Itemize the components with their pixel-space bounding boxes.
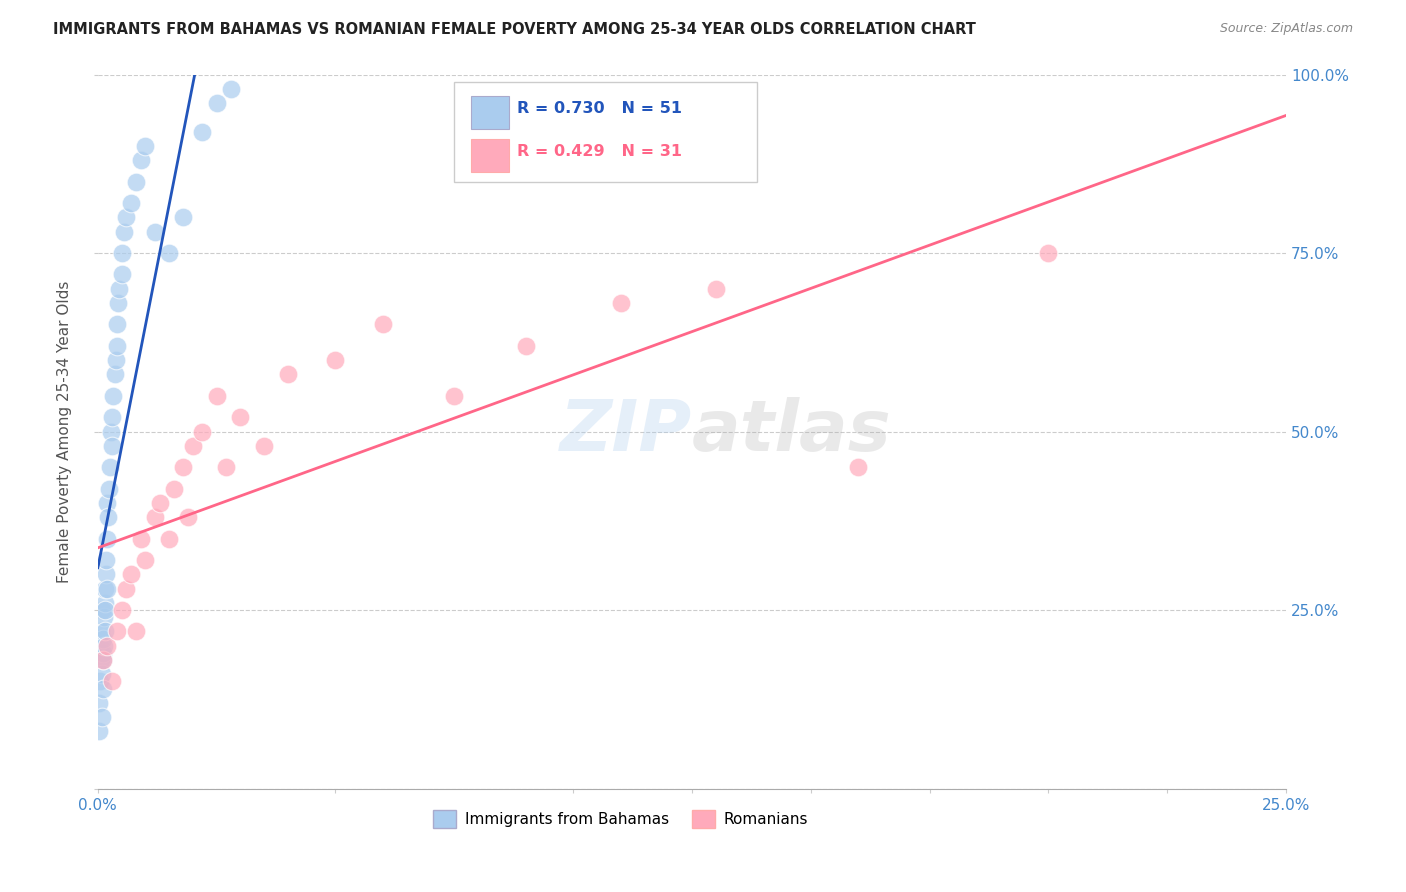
Point — [103, 368, 125, 382]
Point — [90, 653, 112, 667]
Point — [105, 624, 128, 639]
Point — [104, 353, 127, 368]
Point — [149, 496, 172, 510]
Point — [96, 582, 118, 596]
Point — [129, 532, 152, 546]
Point — [229, 410, 252, 425]
Point — [100, 425, 122, 439]
Point — [91, 667, 114, 681]
Point — [253, 439, 276, 453]
Point — [96, 639, 118, 653]
Text: Source: ZipAtlas.com: Source: ZipAtlas.com — [1219, 22, 1353, 36]
Legend: Immigrants from Bahamas, Romanians: Immigrants from Bahamas, Romanians — [426, 804, 814, 834]
Point — [105, 318, 128, 332]
Point — [111, 246, 134, 260]
Point — [90, 624, 112, 639]
Text: ZIP: ZIP — [560, 397, 692, 466]
Point — [107, 296, 129, 310]
Point — [177, 510, 200, 524]
Point — [443, 389, 465, 403]
Point — [101, 439, 124, 453]
Point — [157, 246, 180, 260]
Point — [181, 439, 204, 453]
Point — [91, 646, 114, 660]
Point — [134, 139, 156, 153]
Point — [91, 632, 114, 646]
Point — [125, 624, 148, 639]
Point — [115, 582, 138, 596]
Point — [143, 225, 166, 239]
Point — [205, 389, 228, 403]
Point — [96, 532, 118, 546]
Point — [93, 610, 115, 624]
Point — [515, 339, 537, 353]
Point — [120, 567, 142, 582]
FancyBboxPatch shape — [454, 82, 758, 182]
Point — [172, 460, 194, 475]
Point — [101, 674, 124, 689]
Point — [163, 482, 186, 496]
Point — [115, 211, 138, 225]
Point — [94, 582, 117, 596]
Point — [277, 368, 299, 382]
Text: atlas: atlas — [692, 397, 891, 466]
Point — [609, 296, 631, 310]
Point — [96, 496, 118, 510]
Point — [129, 153, 152, 168]
Point — [105, 339, 128, 353]
FancyBboxPatch shape — [471, 96, 509, 128]
Point — [111, 268, 134, 282]
Point — [325, 353, 347, 368]
Point — [108, 282, 131, 296]
Point — [93, 624, 115, 639]
Point — [90, 603, 112, 617]
Point — [143, 510, 166, 524]
Point — [134, 553, 156, 567]
Point — [91, 653, 114, 667]
Point — [91, 681, 114, 696]
Point — [112, 225, 135, 239]
Point — [89, 639, 111, 653]
Text: R = 0.730   N = 51: R = 0.730 N = 51 — [517, 101, 682, 116]
Point — [96, 553, 118, 567]
Point — [94, 596, 117, 610]
Text: R = 0.429   N = 31: R = 0.429 N = 31 — [517, 144, 682, 159]
Point — [120, 196, 142, 211]
Point — [97, 482, 120, 496]
Point — [101, 389, 124, 403]
Point — [219, 82, 242, 96]
Point — [191, 125, 214, 139]
Point — [101, 410, 124, 425]
Point — [97, 510, 120, 524]
Point — [157, 532, 180, 546]
Point — [215, 460, 238, 475]
Point — [111, 603, 134, 617]
Point — [125, 175, 148, 189]
Point — [93, 639, 115, 653]
Point — [205, 96, 228, 111]
Point — [89, 724, 111, 739]
Point — [94, 603, 117, 617]
Point — [704, 282, 727, 296]
Point — [89, 674, 111, 689]
FancyBboxPatch shape — [471, 139, 509, 171]
Point — [191, 425, 214, 439]
Point — [87, 696, 110, 710]
Point — [172, 211, 194, 225]
Y-axis label: Female Poverty Among 25-34 Year Olds: Female Poverty Among 25-34 Year Olds — [58, 280, 72, 582]
Point — [1038, 246, 1060, 260]
Point — [90, 710, 112, 724]
Point — [846, 460, 869, 475]
Point — [371, 318, 394, 332]
Point — [94, 567, 117, 582]
Point — [98, 460, 121, 475]
Point — [91, 653, 114, 667]
Text: IMMIGRANTS FROM BAHAMAS VS ROMANIAN FEMALE POVERTY AMONG 25-34 YEAR OLDS CORRELA: IMMIGRANTS FROM BAHAMAS VS ROMANIAN FEMA… — [53, 22, 976, 37]
